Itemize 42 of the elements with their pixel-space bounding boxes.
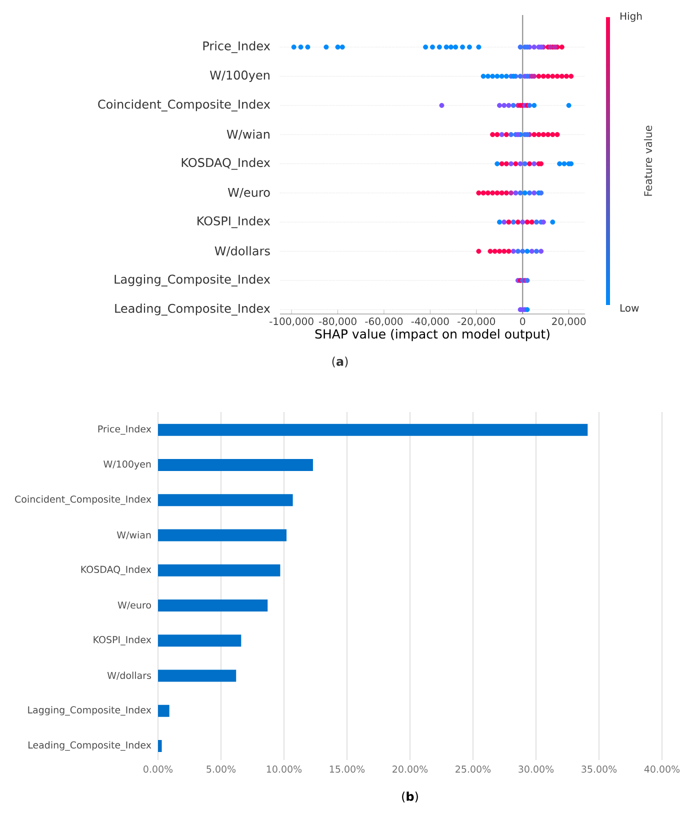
x-tick-label: 20,000 xyxy=(552,318,586,326)
y-tick-label: W/100yen xyxy=(210,70,270,82)
x-tick-label: 40.00% xyxy=(644,766,680,773)
x-tick-label: 10.00% xyxy=(266,766,302,773)
text: (b) xyxy=(402,792,418,802)
x-tick-label: 15.00% xyxy=(330,766,365,773)
x-tick-label: -40,000 xyxy=(411,318,449,326)
x-tick-label: 25.00% xyxy=(456,766,491,773)
y-tick-label: W/euro xyxy=(228,188,270,198)
text: (a) xyxy=(332,356,348,368)
y-tick-label: W/wian xyxy=(226,129,270,140)
y-tick-label: KOSDAQ_Index xyxy=(182,158,270,170)
y-tick-label: Lagging_Composite_Index xyxy=(114,274,270,286)
x-tick-label: 0.00% xyxy=(144,766,173,773)
y-tick-label: Coincident_Composite_Index xyxy=(15,495,152,505)
text: High xyxy=(620,12,642,22)
y-tick-label: Lagging_Composite_Index xyxy=(28,706,152,716)
y-tick-label: W/wian xyxy=(116,531,151,540)
x-tick-label: -80,000 xyxy=(318,318,356,326)
x-tick-label: -20,000 xyxy=(458,318,496,326)
y-tick-label: W/dollars xyxy=(214,246,270,256)
x-tick-label: -100,000 xyxy=(270,318,314,326)
y-tick-label: W/dollars xyxy=(107,672,152,680)
y-tick-label: Price_Index xyxy=(98,425,152,435)
x-axis-title: SHAP value (impact on model output) xyxy=(315,328,550,342)
y-tick-label: W/100yen xyxy=(104,460,151,470)
y-tick-label: Leading_Composite_Index xyxy=(28,741,152,751)
x-tick-label: -60,000 xyxy=(365,318,403,326)
y-tick-label: Coincident_Composite_Index xyxy=(98,99,270,112)
color-bar-title: Feature value xyxy=(644,126,652,196)
y-tick-label: Leading_Composite_Index xyxy=(115,304,270,316)
x-tick-label: 20.00% xyxy=(392,766,428,773)
x-tick-label: 35.00% xyxy=(582,766,617,773)
x-tick-label: 30.00% xyxy=(518,766,554,773)
text: Low xyxy=(620,304,639,312)
y-tick-label: KOSDAQ_Index xyxy=(81,566,152,576)
x-tick-label: 5.00% xyxy=(206,766,236,773)
y-tick-label: W/euro xyxy=(118,602,151,610)
y-tick-label: KOSPI_Index xyxy=(198,216,270,228)
y-tick-label: Price_Index xyxy=(203,41,270,54)
x-tick-label: 0 xyxy=(520,318,526,326)
y-tick-label: KOSPI_Index xyxy=(94,636,152,646)
